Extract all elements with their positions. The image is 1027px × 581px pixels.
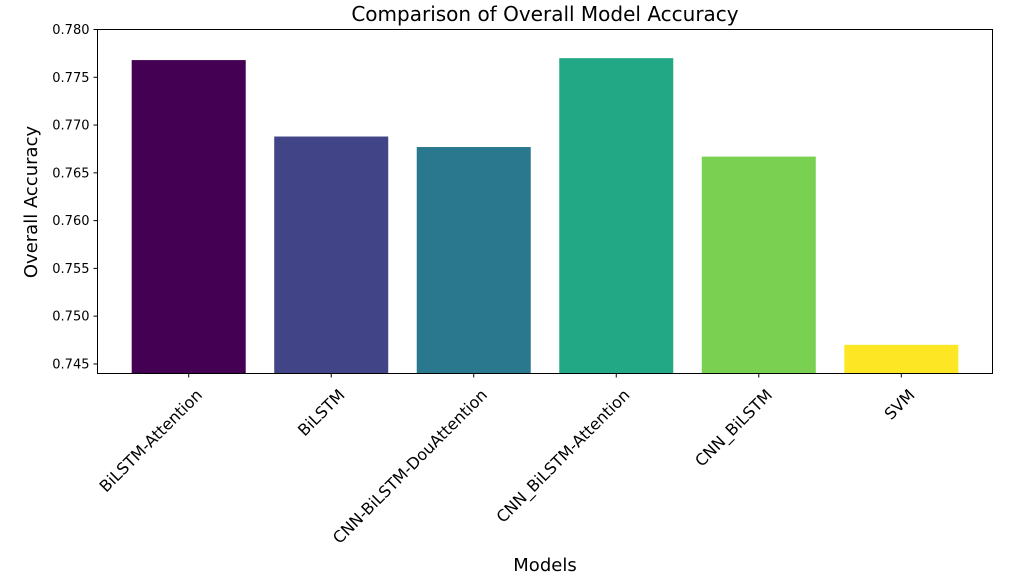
x-tick-label: SVM	[880, 385, 918, 423]
x-axis-label: Models	[513, 555, 576, 576]
bar-bilstm-attention	[131, 60, 246, 374]
x-tick-label: BiLSTM-Attention	[95, 385, 206, 496]
y-tick-label: 0.775	[52, 71, 89, 86]
y-tick-label: 0.755	[52, 262, 89, 277]
bar-cnn-bilstm	[701, 156, 816, 374]
bar-bilstm	[274, 136, 389, 374]
x-tick-label: CNN_BiLSTM	[691, 385, 777, 471]
x-tick-label: BiLSTM	[294, 385, 349, 440]
x-tick-label: CNN_BiLSTM-Attention	[493, 385, 635, 527]
chart-title: Comparison of Overall Model Accuracy	[351, 2, 738, 26]
bar-svm	[844, 344, 959, 374]
y-tick-label: 0.765	[52, 166, 89, 181]
y-axis-label: Overall Accuracy	[21, 126, 42, 279]
y-tick-label: 0.760	[52, 214, 89, 229]
y-tick-label: 0.750	[52, 310, 89, 325]
y-tick-label: 0.745	[52, 357, 89, 372]
x-axis-ticks: BiLSTM-Attention BiLSTMCNN-BiLSTM-DouAtte…	[95, 373, 919, 547]
y-tick-label: 0.770	[52, 119, 89, 134]
bar-cnn-bilstm-attention	[559, 58, 674, 374]
x-tick-label: CNN-BiLSTM-DouAttention	[329, 385, 491, 547]
y-axis-ticks: 0.745 0.750 0.755 0.760 0.765 0.770 0.775 0.780	[52, 23, 98, 372]
bars	[131, 58, 959, 374]
bar-cnn-bilstm-douattention	[416, 147, 531, 374]
y-tick-label: 0.780	[52, 23, 89, 38]
plot-frame	[97, 29, 993, 374]
